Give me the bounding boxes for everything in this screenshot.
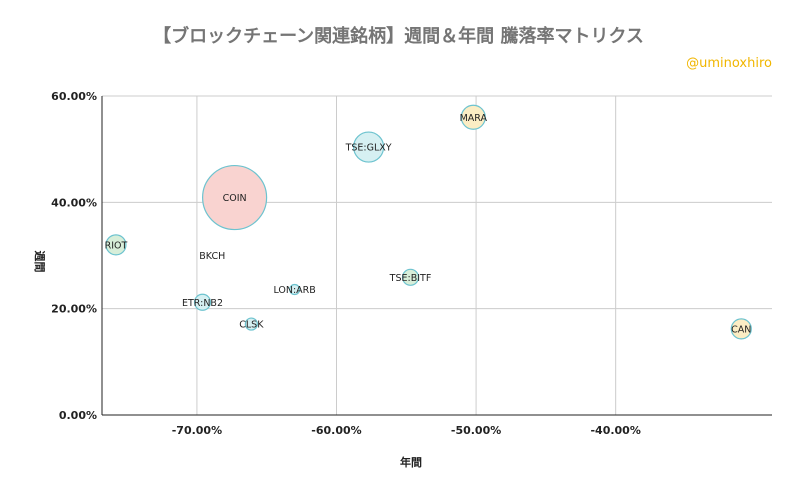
bubble-mara	[460, 104, 486, 130]
x-tick-label: -40.00%	[590, 424, 640, 437]
bubble-lon-arb	[289, 283, 301, 296]
bubble-tse-glxy	[353, 131, 385, 163]
y-tick-label: 40.00%	[51, 196, 97, 209]
point-label: CLSK	[239, 320, 264, 331]
point-label: RIOT	[105, 240, 128, 251]
y-axis-title: 週間	[33, 251, 47, 273]
bubble-tse-bitf	[401, 268, 420, 286]
x-axis-title: 年間	[400, 455, 422, 469]
y-tick-label: 20.00%	[51, 303, 97, 316]
bubble-riot	[105, 234, 127, 256]
x-tick-label: -50.00%	[451, 424, 501, 437]
point-label: TSE:BITF	[389, 273, 432, 284]
point-label: MARA	[460, 113, 488, 124]
point-label: TSE:GLXY	[345, 143, 392, 154]
x-tick-label: -70.00%	[172, 424, 222, 437]
y-tick-label: 60.00%	[51, 90, 97, 103]
point-label: BKCH	[199, 251, 225, 262]
author-handle: @uminoxhiro	[686, 56, 772, 71]
point-label: LON:ARB	[273, 285, 315, 296]
point-label: COIN	[223, 193, 247, 204]
bubble-can	[730, 318, 752, 340]
x-tick-label: -60.00%	[311, 424, 361, 437]
chart-title: 【ブロックチェーン関連銘柄】週間＆年間 騰落率マトリクス	[153, 26, 644, 47]
bubble-clsk	[244, 317, 258, 331]
point-label: CAN	[731, 324, 751, 335]
bubble-coin	[202, 164, 268, 231]
bubble-etr-nb2	[193, 293, 212, 311]
y-tick-label: 0.00%	[59, 409, 97, 422]
point-label: ETR:NB2	[182, 298, 223, 309]
